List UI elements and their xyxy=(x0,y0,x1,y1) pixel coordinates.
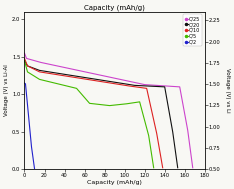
Y-axis label: Voltage (V) vs Li-Al: Voltage (V) vs Li-Al xyxy=(4,65,9,116)
C/5 xyxy=(144,122,147,124)
C/2 xyxy=(33,163,35,165)
C/2 xyxy=(30,141,33,144)
C/2 xyxy=(23,82,26,84)
C/2 xyxy=(27,109,29,111)
C/2 xyxy=(30,146,33,148)
C/2 xyxy=(25,96,28,98)
C/2 xyxy=(28,120,30,122)
C/2 xyxy=(32,156,34,159)
C/10 xyxy=(109,82,112,84)
C/2 xyxy=(33,164,36,167)
C/10 xyxy=(131,85,134,88)
C/20 xyxy=(23,60,26,62)
C/5 xyxy=(121,103,124,105)
C/5 xyxy=(140,108,143,110)
C/2 xyxy=(30,147,33,149)
C/5 xyxy=(145,125,148,128)
C/10 xyxy=(23,57,26,60)
C/20 xyxy=(128,83,131,86)
C/2 xyxy=(29,139,32,141)
C/25 xyxy=(48,63,50,65)
Line: C/2: C/2 xyxy=(25,83,34,169)
Line: C/25: C/25 xyxy=(25,53,193,168)
C/20 xyxy=(84,76,86,79)
C/2 xyxy=(29,130,31,133)
C/2 xyxy=(29,128,31,131)
C/2 xyxy=(24,85,27,87)
C/10 xyxy=(161,167,164,169)
C/25 xyxy=(89,72,91,74)
C/2 xyxy=(32,158,35,160)
C/25 xyxy=(185,120,187,122)
C/2 xyxy=(31,155,34,157)
Line: C/5: C/5 xyxy=(25,61,154,168)
C/2 xyxy=(31,150,33,153)
X-axis label: Capacity (mAh/g): Capacity (mAh/g) xyxy=(87,180,142,185)
C/2 xyxy=(28,124,31,126)
C/20 xyxy=(26,64,29,67)
Line: C/10: C/10 xyxy=(25,58,163,168)
C/5 xyxy=(152,167,155,169)
C/10 xyxy=(154,125,156,127)
C/2 xyxy=(26,105,29,107)
C/10 xyxy=(128,85,131,87)
C/20 xyxy=(62,73,64,75)
C/2 xyxy=(31,152,34,154)
Y-axis label: Voltage (V) vs Li: Voltage (V) vs Li xyxy=(225,68,230,113)
C/2 xyxy=(24,83,27,85)
C/25 xyxy=(33,59,35,62)
C/10 xyxy=(100,81,103,83)
C/25 xyxy=(24,54,26,56)
C/25 xyxy=(189,151,192,153)
C/2 xyxy=(28,122,31,124)
C/2 xyxy=(26,107,29,109)
C/2 xyxy=(23,82,26,84)
C/2 xyxy=(24,82,26,85)
Title: Capacity (mAh/g): Capacity (mAh/g) xyxy=(84,4,145,11)
C/20 xyxy=(176,167,179,169)
C/2 xyxy=(25,91,28,94)
C/5 xyxy=(23,60,26,62)
C/20 xyxy=(165,97,168,99)
C/2 xyxy=(30,149,33,151)
C/2 xyxy=(26,102,29,105)
C/25 xyxy=(23,52,26,54)
C/10 xyxy=(64,75,67,77)
C/2 xyxy=(25,94,28,96)
C/2 xyxy=(29,137,32,139)
C/2 xyxy=(24,83,27,85)
C/2 xyxy=(25,89,28,91)
Line: C/20: C/20 xyxy=(25,61,178,168)
C/2 xyxy=(30,143,33,146)
C/2 xyxy=(31,153,34,156)
C/2 xyxy=(26,100,29,102)
C/20 xyxy=(25,62,28,65)
C/25 xyxy=(191,167,194,169)
C/5 xyxy=(150,149,152,151)
C/2 xyxy=(29,135,32,137)
C/2 xyxy=(25,87,27,89)
C/2 xyxy=(33,166,36,168)
C/2 xyxy=(32,161,35,163)
C/2 xyxy=(27,115,30,118)
C/2 xyxy=(26,98,28,100)
C/2 xyxy=(30,146,33,148)
C/2 xyxy=(33,167,36,170)
C/2 xyxy=(27,117,30,120)
C/2 xyxy=(27,111,29,113)
C/2 xyxy=(32,160,35,162)
Legend: C/25, C/20, C/10, C/5, C/2: C/25, C/20, C/10, C/5, C/2 xyxy=(183,14,202,46)
C/2 xyxy=(29,133,32,135)
C/2 xyxy=(27,113,30,115)
C/5 xyxy=(88,102,91,105)
C/2 xyxy=(24,83,27,85)
C/2 xyxy=(28,126,31,128)
